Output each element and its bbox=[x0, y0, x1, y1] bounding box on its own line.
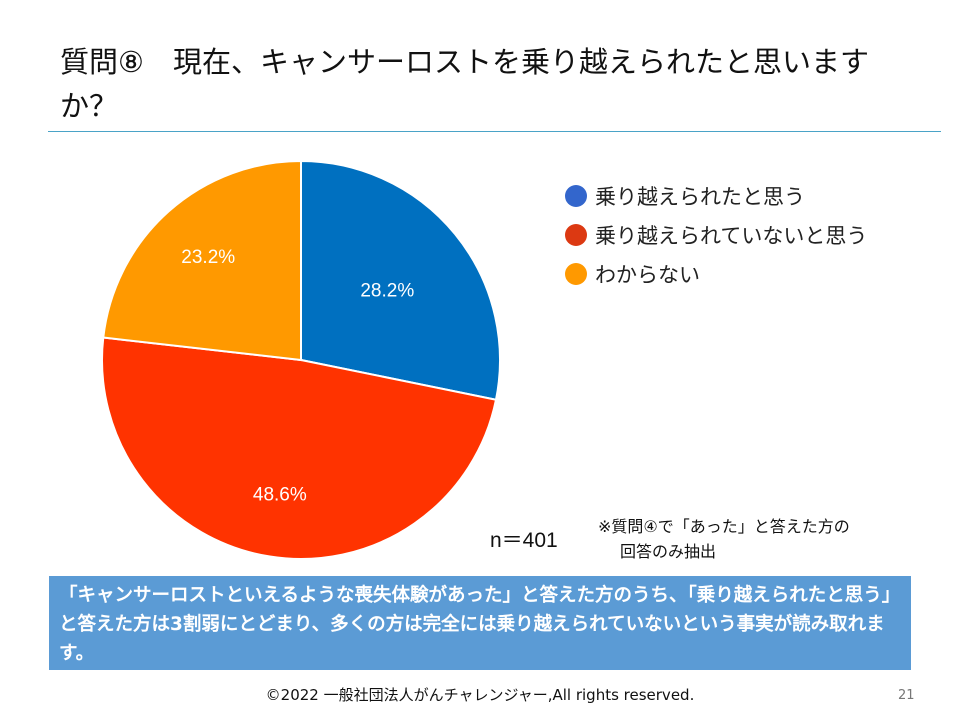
pie-slice bbox=[300, 159, 501, 401]
legend-label: 乗り越えられていないと思う bbox=[595, 223, 868, 248]
legend-marker-icon bbox=[565, 223, 587, 246]
page-number: 21 bbox=[898, 688, 915, 703]
legend-item: わからない bbox=[565, 254, 945, 293]
legend-item: 乗り越えられていないと思う bbox=[565, 215, 945, 254]
legend-label: 乗り越えられたと思う bbox=[595, 184, 805, 209]
chart-legend: 乗り越えられたと思う 乗り越えられていないと思う わからない bbox=[565, 176, 945, 293]
pie-slice-label: 28.2% bbox=[360, 281, 414, 302]
summary-box: 「キャンサーロストといえるような喪失体験があった」と答えた方のうち、「乗り越えら… bbox=[49, 576, 911, 670]
legend-item: 乗り越えられたと思う bbox=[565, 176, 945, 215]
page-title: 質問⑧ 現在、キャンサーロストを乗り越えられたと思いますか？ bbox=[60, 45, 869, 123]
footnote: ※質問④で「あった」と答えた方の 回答のみ抽出 bbox=[598, 514, 898, 564]
legend-marker-icon bbox=[565, 262, 587, 285]
legend-label: わからない bbox=[595, 262, 700, 287]
title-divider bbox=[48, 131, 941, 132]
sample-size: n＝401 bbox=[490, 529, 558, 552]
pie-slice-label: 23.2% bbox=[181, 247, 235, 268]
footnote-line-2: 回答のみ抽出 bbox=[620, 542, 717, 561]
footnote-line-1: ※質問④で「あった」と答えた方の bbox=[598, 517, 850, 536]
copyright-footer: ©2022 一般社団法人がんチャレンジャー,All rights reserve… bbox=[265, 686, 695, 704]
legend-marker-icon bbox=[565, 184, 587, 207]
pie-slice bbox=[102, 159, 302, 362]
pie-slice bbox=[101, 336, 498, 560]
pie-slice-label: 48.6% bbox=[253, 485, 307, 506]
